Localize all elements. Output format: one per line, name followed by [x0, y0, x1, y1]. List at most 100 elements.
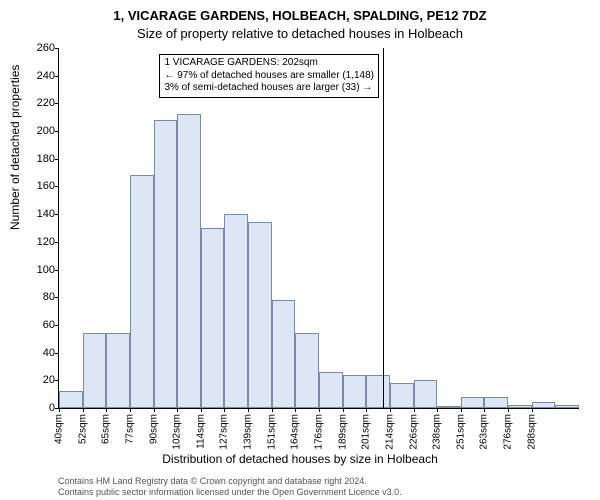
y-tick-mark: [55, 353, 59, 354]
histogram-bar: [248, 222, 272, 408]
x-tick-label: 214sqm: [384, 414, 395, 450]
y-tick-label: 80: [25, 291, 59, 303]
x-tick-label: 90sqm: [148, 414, 159, 444]
histogram-bar: [201, 228, 225, 408]
y-tick-label: 60: [25, 319, 59, 331]
x-tick-mark: [461, 408, 462, 412]
x-tick-mark: [224, 408, 225, 412]
x-tick-label: 164sqm: [290, 414, 301, 450]
histogram-bar: [484, 397, 508, 408]
property-marker-line: [383, 48, 384, 408]
y-tick-mark: [55, 214, 59, 215]
histogram-bar: [366, 375, 390, 408]
x-tick-mark: [106, 408, 107, 412]
x-tick-mark: [366, 408, 367, 412]
y-tick-label: 20: [25, 374, 59, 386]
x-tick-mark: [390, 408, 391, 412]
histogram-bar: [319, 372, 343, 408]
histogram-chart: 1, VICARAGE GARDENS, HOLBEACH, SPALDING,…: [0, 0, 600, 500]
x-tick-label: 139sqm: [243, 414, 254, 450]
histogram-bar: [295, 333, 319, 408]
histogram-bar: [224, 214, 248, 408]
y-tick-mark: [55, 76, 59, 77]
chart-footer: Contains HM Land Registry data © Crown c…: [58, 476, 402, 499]
histogram-bar: [177, 114, 201, 408]
y-tick-label: 140: [25, 208, 59, 220]
histogram-bar: [130, 175, 154, 408]
x-tick-mark: [295, 408, 296, 412]
x-tick-label: 114sqm: [195, 414, 206, 449]
histogram-bar: [106, 333, 130, 408]
chart-title-address: 1, VICARAGE GARDENS, HOLBEACH, SPALDING,…: [0, 8, 600, 23]
x-tick-label: 102sqm: [172, 414, 183, 450]
histogram-bar: [555, 405, 579, 408]
annotation-line1: 1 VICARAGE GARDENS: 202sqm: [164, 57, 374, 70]
x-tick-mark: [319, 408, 320, 412]
annotation-line2: ← 97% of detached houses are smaller (1,…: [164, 70, 374, 83]
x-tick-mark: [484, 408, 485, 412]
histogram-bar: [532, 402, 556, 408]
y-tick-mark: [55, 48, 59, 49]
x-tick-label: 52sqm: [77, 414, 88, 444]
x-tick-label: 201sqm: [361, 414, 372, 450]
y-tick-mark: [55, 242, 59, 243]
x-tick-label: 65sqm: [101, 414, 112, 444]
x-tick-label: 263sqm: [479, 414, 490, 450]
histogram-bar: [390, 383, 414, 408]
y-tick-label: 100: [25, 264, 59, 276]
y-tick-mark: [55, 270, 59, 271]
x-tick-label: 288sqm: [526, 414, 537, 450]
x-tick-label: 40sqm: [54, 414, 65, 444]
x-tick-label: 127sqm: [219, 414, 230, 450]
x-tick-mark: [272, 408, 273, 412]
x-tick-mark: [437, 408, 438, 412]
histogram-bar: [272, 300, 296, 408]
x-tick-mark: [343, 408, 344, 412]
x-tick-label: 238sqm: [432, 414, 443, 450]
x-tick-mark: [83, 408, 84, 412]
y-tick-mark: [55, 186, 59, 187]
annotation-box: 1 VICARAGE GARDENS: 202sqm← 97% of detac…: [159, 54, 379, 98]
x-axis-label: Distribution of detached houses by size …: [0, 452, 600, 466]
y-tick-label: 160: [25, 180, 59, 192]
x-tick-label: 151sqm: [266, 414, 277, 450]
y-tick-label: 120: [25, 236, 59, 248]
x-tick-label: 226sqm: [408, 414, 419, 450]
footer-line2: Contains public sector information licen…: [58, 487, 402, 498]
x-tick-label: 276sqm: [503, 414, 514, 450]
y-tick-mark: [55, 297, 59, 298]
y-tick-label: 0: [25, 402, 59, 414]
y-tick-label: 180: [25, 153, 59, 165]
y-tick-mark: [55, 380, 59, 381]
histogram-bar: [59, 391, 83, 408]
x-tick-label: 251sqm: [455, 414, 466, 450]
x-tick-mark: [201, 408, 202, 412]
y-tick-mark: [55, 103, 59, 104]
x-tick-mark: [59, 408, 60, 412]
footer-line1: Contains HM Land Registry data © Crown c…: [58, 476, 402, 487]
x-tick-mark: [130, 408, 131, 412]
x-tick-mark: [248, 408, 249, 412]
x-tick-mark: [532, 408, 533, 412]
y-tick-label: 220: [25, 97, 59, 109]
y-tick-mark: [55, 325, 59, 326]
y-axis-label: Number of detached properties: [8, 65, 22, 230]
histogram-bar: [83, 333, 107, 408]
y-tick-mark: [55, 159, 59, 160]
histogram-bar: [461, 397, 485, 408]
x-tick-label: 176sqm: [314, 414, 325, 450]
plot-area: 02040608010012014016018020022024026040sq…: [58, 48, 579, 409]
x-tick-mark: [154, 408, 155, 412]
histogram-bar: [437, 406, 461, 408]
x-tick-mark: [508, 408, 509, 412]
x-tick-mark: [414, 408, 415, 412]
y-tick-label: 40: [25, 347, 59, 359]
y-tick-label: 260: [25, 42, 59, 54]
chart-subtitle: Size of property relative to detached ho…: [0, 26, 600, 41]
histogram-bar: [154, 120, 178, 408]
histogram-bar: [508, 405, 532, 408]
x-tick-label: 77sqm: [124, 414, 135, 444]
x-tick-mark: [177, 408, 178, 412]
x-tick-label: 189sqm: [337, 414, 348, 450]
histogram-bar: [414, 380, 438, 408]
